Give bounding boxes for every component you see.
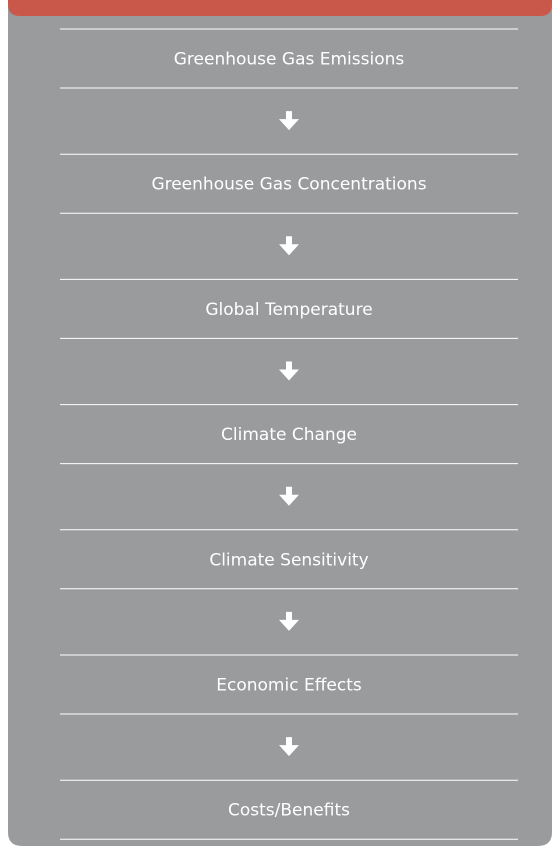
header-bar (8, 0, 552, 16)
node-label: Climate Change (221, 425, 357, 445)
arrow (279, 236, 299, 256)
node-label: Costs/Benefits (228, 801, 350, 821)
panel (8, 0, 552, 846)
arrow (279, 361, 299, 381)
node-label: Global Temperature (205, 300, 372, 320)
node-label: Climate Sensitivity (209, 550, 368, 570)
node-label: Greenhouse Gas Concentrations (151, 175, 426, 195)
node-label: Greenhouse Gas Emissions (174, 50, 405, 70)
arrow (279, 611, 299, 631)
arrow (279, 111, 299, 131)
node-label: Economic Effects (216, 676, 362, 696)
arrow (279, 737, 299, 757)
arrow (279, 486, 299, 506)
